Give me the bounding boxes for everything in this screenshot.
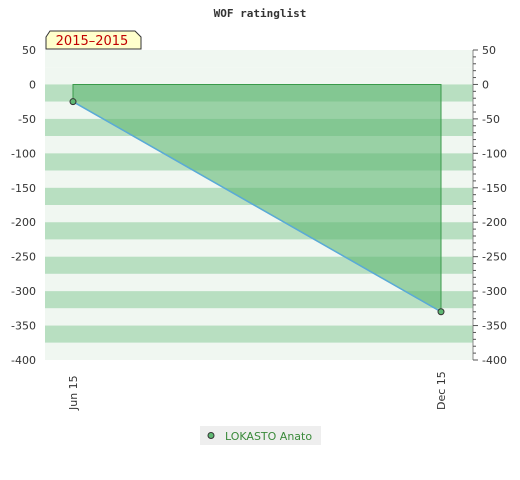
legend[interactable]: LOKASTO Anato [200,426,321,445]
legend-marker [207,432,215,439]
grid-band [45,50,473,68]
y-tick-label: 50 [22,44,36,57]
grid-band [45,67,473,85]
data-point[interactable] [437,308,445,316]
legend-label: LOKASTO Anato [225,430,312,443]
x-tick-label: Dec 15 [435,371,448,410]
y-tick-label: 0 [29,78,36,91]
legend-background [200,426,321,445]
y-tick-label: -100 [11,147,36,160]
y-tick-label: -150 [11,182,36,195]
y-tick-label: -400 [11,354,36,367]
y-tick-label: -100 [482,147,507,160]
y-tick-label: -200 [482,216,507,229]
chart-title: WOF ratinglist [214,7,307,20]
y-tick-label: -350 [482,320,507,333]
grid-band [45,342,473,360]
y-tick-label: -150 [482,182,507,195]
grid-band [45,291,473,309]
period-label-box: 2015–2015 [45,30,142,50]
grid-band [45,308,473,326]
y-tick-label: -50 [18,113,36,126]
y-axis-left: 50 0 -50 -100 -150 -200 -250 -300 -350 -400 [11,44,36,367]
x-tick-label: Jun 15 [67,375,80,411]
y-tick-label: -300 [482,285,507,298]
y-axis-right: 50 0 -50 -100 -150 -200 -250 -300 -350 -400 [472,44,507,367]
y-tick-label: 50 [482,44,496,57]
y-tick-label: -50 [482,113,500,126]
y-tick-label: -250 [482,251,507,264]
y-tick-label: -250 [11,251,36,264]
series-line [72,101,442,313]
y-tick-label: -350 [11,320,36,333]
grid-band [45,325,473,343]
grid-band [45,273,473,292]
area-layer [69,83,445,316]
y-tick-label: -300 [11,285,36,298]
data-point[interactable] [69,98,77,106]
x-axis: Jun 15 Dec 15 [67,371,448,411]
y-tick-label: -200 [11,216,36,229]
period-label: 2015–2015 [56,34,129,49]
y-tick-label: -400 [482,354,507,367]
y-tick-label: 0 [482,78,489,91]
